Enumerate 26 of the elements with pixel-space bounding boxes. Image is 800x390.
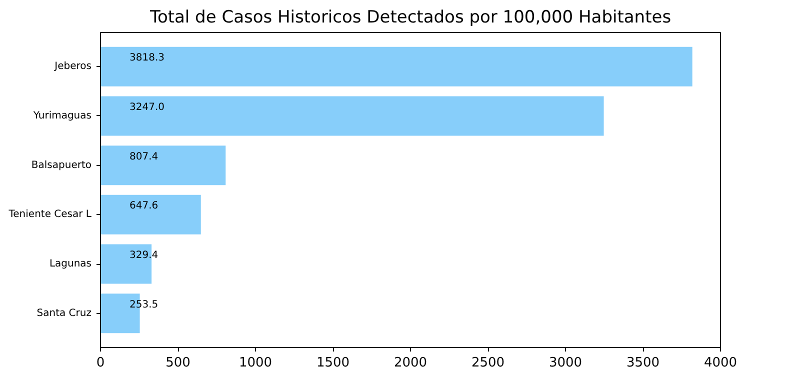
- y-tick-label: Balsapuerto: [31, 160, 92, 171]
- y-tick-label: Teniente Cesar L: [8, 209, 92, 220]
- y-tick-label: Santa Cruz: [36, 308, 92, 319]
- x-tick-label: 2500: [471, 356, 505, 370]
- x-tick-label: 500: [166, 356, 190, 370]
- y-tick-label: Yurimaguas: [32, 110, 92, 122]
- data-label: 329.4: [130, 250, 158, 262]
- x-tick-label: 4000: [704, 356, 738, 370]
- x-tick-label: 2000: [394, 356, 428, 370]
- y-tick-label: Jeberos: [54, 61, 92, 72]
- data-label: 3818.3: [130, 52, 164, 64]
- data-label: 3247.0: [130, 102, 164, 113]
- data-label: 807.4: [130, 151, 158, 162]
- y-tick-label: Lagunas: [49, 258, 92, 270]
- bar: [100, 194, 201, 234]
- x-tick-label: 3000: [548, 356, 582, 370]
- x-tick-label: 1500: [316, 356, 350, 370]
- data-label: 253.5: [130, 299, 158, 310]
- chart-title: Total de Casos Historicos Detectados por 100,000 Habitantes: [148, 8, 672, 28]
- bar: [100, 96, 604, 136]
- data-label: 647.6: [130, 200, 158, 212]
- bar: [100, 146, 226, 186]
- x-tick-label: 3500: [626, 356, 660, 370]
- bar: [100, 46, 692, 86]
- x-tick-label: 0: [96, 356, 105, 370]
- x-tick-label: 1000: [238, 356, 272, 370]
